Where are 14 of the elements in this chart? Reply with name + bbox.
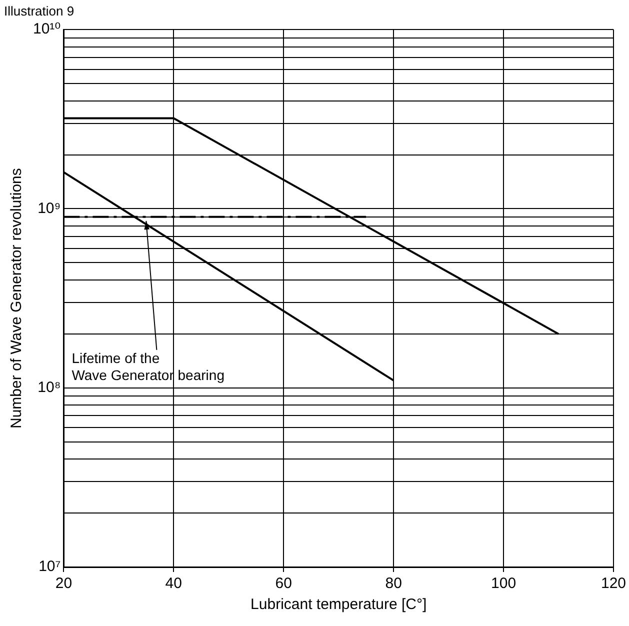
x-axis-title: Lubricant temperature [C°] [250, 596, 427, 614]
y-tick-label: 10⁹ [38, 200, 61, 217]
y-tick-label: 10⁷ [38, 558, 61, 576]
x-tick-label: 80 [385, 575, 402, 592]
y-axis-title: Number of Wave Generator revolutions [8, 168, 26, 428]
x-tick-label: 60 [275, 575, 292, 592]
x-tick-label: 100 [491, 575, 516, 592]
chart-title: Illustration 9 [4, 3, 74, 18]
annotation: Lifetime of the Wave Generator bearing [72, 350, 224, 383]
x-tick-label: 40 [165, 575, 182, 592]
y-tick-label: 10⁸ [38, 379, 61, 396]
y-tick-label: 10¹⁰ [32, 20, 61, 38]
x-tick-label: 120 [600, 575, 626, 592]
x-tick-label: 20 [55, 575, 72, 592]
